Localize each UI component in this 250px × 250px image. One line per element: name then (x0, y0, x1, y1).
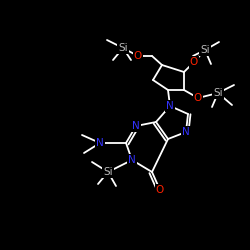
Text: Si: Si (103, 167, 113, 177)
Text: N: N (182, 127, 190, 137)
Text: Si: Si (118, 43, 128, 53)
Text: O: O (194, 93, 202, 103)
Text: Si: Si (200, 45, 210, 55)
Text: Si: Si (213, 88, 223, 98)
Text: O: O (156, 185, 164, 195)
Text: O: O (190, 57, 198, 67)
Text: O: O (134, 51, 142, 61)
Text: N: N (96, 138, 104, 148)
Text: N: N (132, 121, 140, 131)
Text: N: N (166, 101, 174, 111)
Text: N: N (128, 155, 136, 165)
